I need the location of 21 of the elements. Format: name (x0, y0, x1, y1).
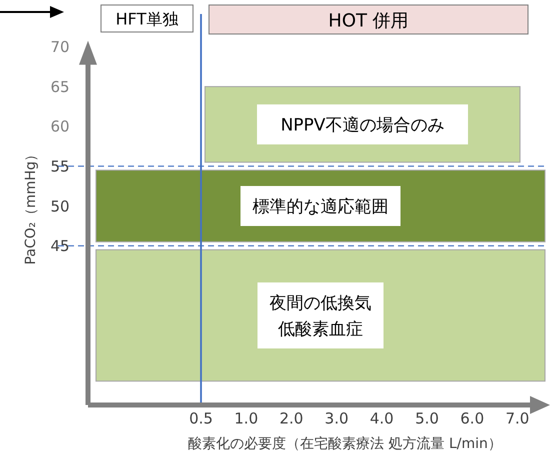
text: HOT 併用 (328, 10, 409, 32)
y-tick-label: 45 (50, 237, 70, 256)
x-tick-label: 4.0 (370, 409, 394, 428)
x-tick-label: 2.0 (279, 409, 304, 428)
y-tick-label: 70 (50, 38, 70, 56)
band-label: 夜間の低換気低酸素血症 (270, 293, 372, 340)
y-tick-label: 60 (50, 118, 70, 136)
x-tick-label: 3.0 (324, 409, 349, 428)
y-tick-label: 55 (50, 157, 70, 176)
y-tick-label: 50 (50, 197, 70, 216)
x-tick-label: 0.5 (189, 409, 213, 428)
x-tick-label: 6.0 (460, 409, 484, 428)
band-label: NPPV不適の場合のみ (280, 115, 444, 136)
text: HFT単独 (116, 10, 178, 29)
x-tick-label: 5.0 (415, 409, 439, 428)
y-axis-title: PaCO₂（mmHg） (22, 147, 39, 265)
band-label: 標準的な適応範囲 (252, 196, 388, 217)
x-axis-title: 酸素化の必要度（在宅酸素療法 処方流量 L/min） (188, 436, 502, 452)
x-tick-label: 1.0 (234, 409, 258, 428)
y-tick-label: 65 (50, 78, 70, 96)
x-tick-label: 7.0 (505, 409, 530, 428)
